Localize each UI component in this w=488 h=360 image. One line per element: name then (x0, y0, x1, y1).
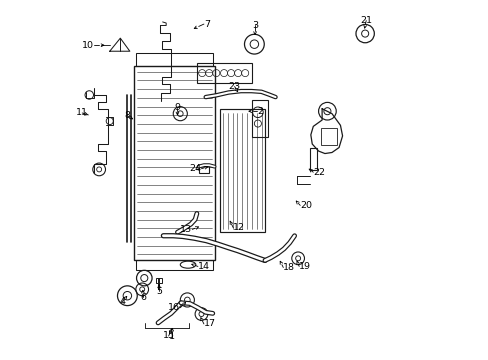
Text: 15: 15 (163, 332, 174, 341)
Text: 13: 13 (180, 225, 192, 234)
Text: 12: 12 (233, 223, 244, 232)
Text: 2: 2 (256, 107, 263, 116)
Text: 23: 23 (228, 82, 240, 91)
Text: 1: 1 (169, 333, 175, 342)
Text: 14: 14 (198, 262, 209, 271)
Text: 17: 17 (203, 319, 216, 328)
Text: 5: 5 (156, 287, 162, 296)
Text: 4: 4 (119, 297, 125, 306)
Bar (198, 165, 209, 173)
Text: 11: 11 (76, 108, 88, 117)
Bar (136, 260, 213, 270)
Text: 20: 20 (300, 201, 312, 210)
Text: 3: 3 (251, 21, 258, 30)
Text: 10: 10 (81, 41, 93, 50)
Text: 18: 18 (283, 263, 295, 272)
Bar (156, 278, 162, 283)
Text: 9: 9 (174, 103, 180, 112)
Text: 6: 6 (140, 293, 145, 302)
Text: 24: 24 (189, 164, 201, 173)
Bar (136, 53, 213, 66)
Text: 8: 8 (124, 111, 130, 120)
Text: 21: 21 (360, 16, 371, 25)
Text: 16: 16 (168, 303, 180, 312)
Text: 19: 19 (299, 262, 310, 271)
Bar (134, 66, 214, 260)
Text: 22: 22 (313, 168, 325, 177)
Bar (219, 109, 264, 231)
Bar (197, 63, 251, 83)
Bar (309, 148, 316, 171)
Bar (321, 128, 337, 145)
Bar (251, 100, 268, 136)
Text: 7: 7 (203, 19, 209, 28)
